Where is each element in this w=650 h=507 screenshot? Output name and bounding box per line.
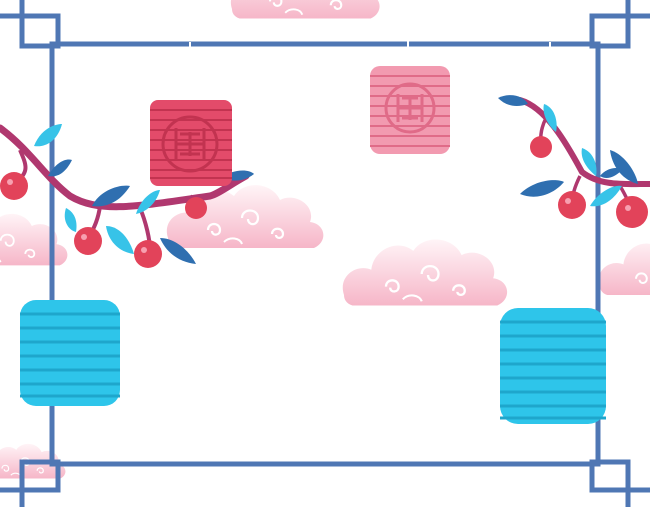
pink-lantern-icon bbox=[370, 40, 450, 154]
cloud-icon bbox=[229, 0, 381, 20]
frame-notch bbox=[189, 42, 551, 47]
cloud-icon bbox=[597, 237, 650, 296]
red-lantern-icon bbox=[150, 100, 232, 186]
cloud-icon bbox=[341, 238, 509, 307]
cyan-lantern-icon bbox=[20, 262, 120, 406]
cherry-branch-icon bbox=[0, 124, 254, 268]
cloud-icon bbox=[0, 212, 69, 267]
cyan-lantern-icon bbox=[500, 308, 606, 424]
cherry-branch-icon bbox=[498, 95, 650, 228]
